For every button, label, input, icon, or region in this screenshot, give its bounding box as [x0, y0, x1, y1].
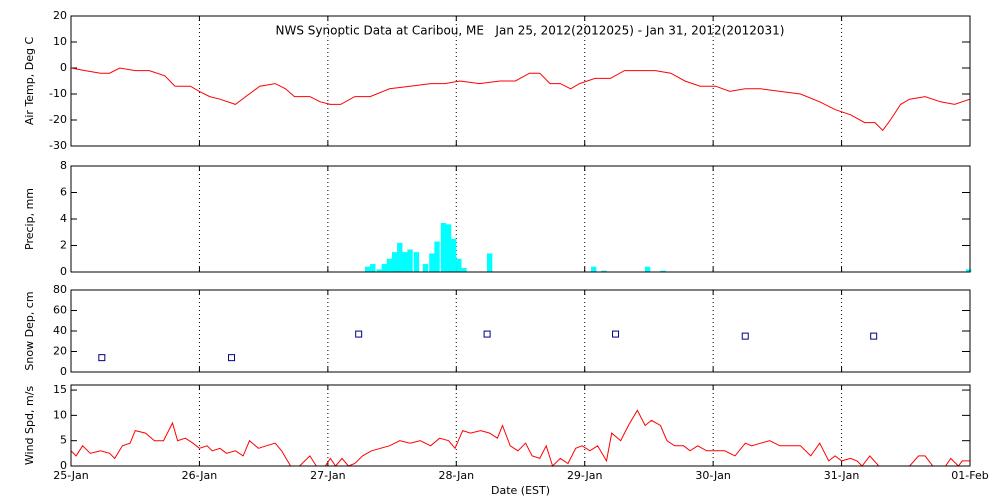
plot-frame: [70, 384, 971, 467]
y-tick-label: 10: [53, 408, 67, 421]
bar: [413, 252, 420, 272]
point: [741, 332, 749, 340]
y-axis-label: Wind Spd, m/s: [23, 386, 36, 466]
bar: [445, 224, 452, 272]
bar: [591, 266, 597, 272]
bar: [397, 242, 403, 272]
y-tick-label: 2: [60, 239, 67, 252]
x-tick-label: 01-Feb: [951, 469, 988, 482]
bar: [370, 264, 376, 272]
y-tick-label: 5: [60, 434, 67, 447]
x-tick-label: 28-Jan: [439, 469, 475, 482]
bar: [391, 252, 398, 272]
bar: [407, 249, 413, 272]
y-tick-label: 60: [53, 304, 67, 317]
x-tick-label: 31-Jan: [824, 469, 860, 482]
y-tick-label: 0: [60, 459, 67, 472]
plot-frame: [70, 165, 971, 273]
bar: [434, 241, 440, 272]
x-tick-label: 29-Jan: [567, 469, 603, 482]
y-tick-label: 20: [53, 9, 67, 22]
y-tick-label: -30: [49, 139, 67, 152]
point: [612, 330, 620, 338]
y-tick-label: 0: [60, 265, 67, 278]
data-line: [70, 67, 971, 132]
point: [228, 354, 236, 362]
point: [98, 354, 106, 362]
point: [355, 330, 363, 338]
data-line: [70, 409, 970, 467]
bar: [461, 268, 467, 272]
y-tick-label: -10: [49, 87, 67, 100]
bar: [402, 252, 408, 272]
plot-frame: [70, 289, 971, 373]
bar: [422, 264, 429, 272]
y-axis-label: Precip, mm: [23, 188, 36, 250]
y-tick-label: 20: [53, 345, 67, 358]
x-tick-label: 30-Jan: [695, 469, 731, 482]
bar: [660, 270, 666, 272]
x-tick-label: 26-Jan: [182, 469, 218, 482]
y-tick-label: 80: [53, 283, 67, 296]
bar: [376, 269, 382, 272]
bar: [440, 222, 447, 272]
bar: [966, 269, 972, 272]
plot-frame: [70, 15, 971, 147]
y-tick-label: 4: [60, 212, 67, 225]
bar: [364, 266, 371, 272]
point: [870, 332, 878, 340]
chart-title: NWS Synoptic Data at Caribou, ME Jan 25,…: [276, 24, 785, 38]
y-axis-label: Air Temp, Deg C: [23, 37, 36, 126]
y-tick-label: -20: [49, 113, 67, 126]
x-tick-label: 27-Jan: [310, 469, 346, 482]
bar: [386, 258, 393, 272]
bar: [601, 270, 607, 272]
y-tick-label: 6: [60, 186, 67, 199]
point: [483, 330, 491, 338]
bar: [381, 264, 388, 272]
x-axis-label: Date (EST): [491, 484, 550, 497]
y-tick-label: 10: [53, 35, 67, 48]
bar: [644, 266, 651, 272]
y-tick-label: 15: [53, 383, 67, 396]
y-tick-label: 8: [60, 159, 67, 172]
y-tick-label: 0: [60, 61, 67, 74]
bar: [487, 253, 493, 272]
bar: [451, 238, 457, 272]
y-axis-label: Snow Dep, cm: [23, 291, 36, 370]
bar: [429, 253, 435, 272]
bar: [456, 258, 462, 272]
x-tick-label: 25-Jan: [53, 469, 89, 482]
y-tick-label: 40: [53, 324, 67, 337]
y-tick-label: 0: [60, 365, 67, 378]
